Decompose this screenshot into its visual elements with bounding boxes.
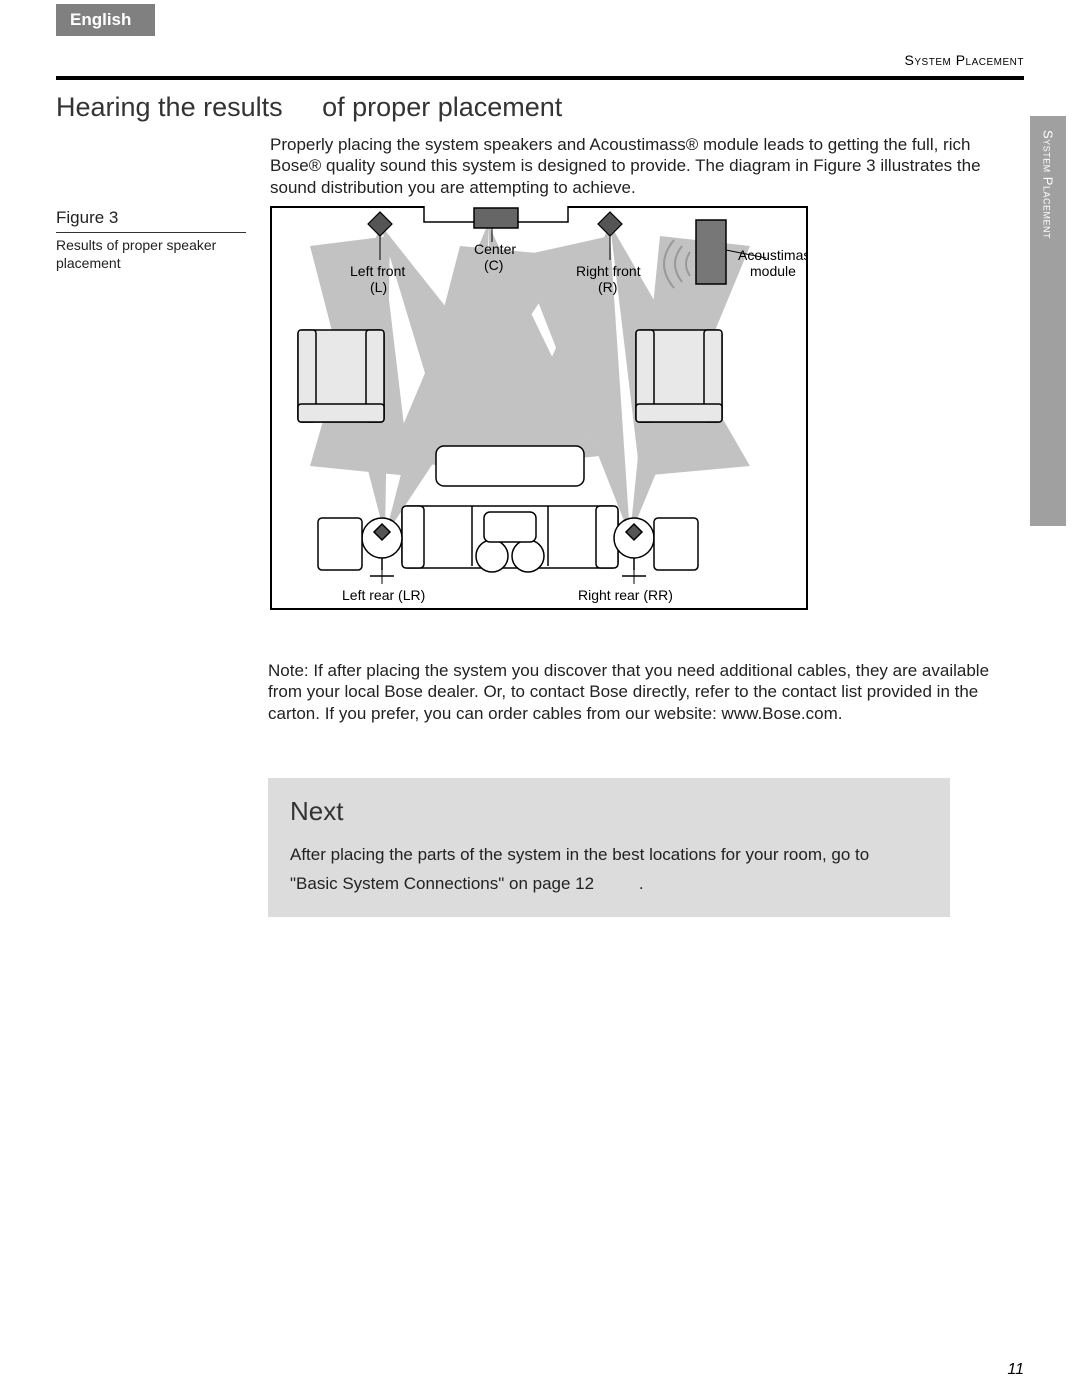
label-rf-1: Right front: [576, 263, 641, 279]
next-line-2-post: .: [639, 874, 644, 893]
title-part-1: Hearing the results: [56, 92, 283, 122]
label-rr: Right rear (RR): [578, 587, 673, 603]
next-body: After placing the parts of the system in…: [290, 841, 932, 899]
next-title: Next: [290, 796, 932, 827]
section-header: System Placement: [905, 52, 1024, 68]
header-rule: [56, 76, 1024, 80]
label-lr: Left rear (LR): [342, 587, 425, 603]
figure-label-block: Figure 3 Results of proper speaker place…: [56, 208, 246, 272]
next-line-2-pre: "Basic System Connections" on page 12: [290, 874, 594, 893]
label-center-2: (C): [484, 257, 503, 273]
label-am-2: module: [750, 263, 796, 279]
title-part-2: of proper placement: [322, 92, 562, 122]
label-rf-2: (R): [598, 279, 617, 295]
figure-number: Figure 3: [56, 208, 246, 233]
side-section-tab: System Placement: [1030, 116, 1066, 526]
label-lf-1: Left front: [350, 263, 405, 279]
label-center-1: Center: [474, 241, 516, 257]
next-line-1: After placing the parts of the system in…: [290, 845, 869, 864]
label-lf-2: (L): [370, 279, 387, 295]
page-title: Hearing the results of proper placement: [56, 92, 562, 123]
intro-paragraph: Properly placing the system speakers and…: [270, 134, 1016, 198]
speaker-placement-diagram: Center (C) Left front (L) Right front (R…: [270, 206, 808, 610]
page-number: 11: [1007, 1361, 1024, 1379]
label-am-1: Acoustimass®: [738, 247, 808, 263]
language-tab: English: [56, 4, 155, 36]
next-section-box: Next After placing the parts of the syst…: [268, 778, 950, 917]
note-paragraph: Note: If after placing the system you di…: [268, 660, 1016, 724]
figure-caption: Results of proper speaker placement: [56, 237, 246, 272]
